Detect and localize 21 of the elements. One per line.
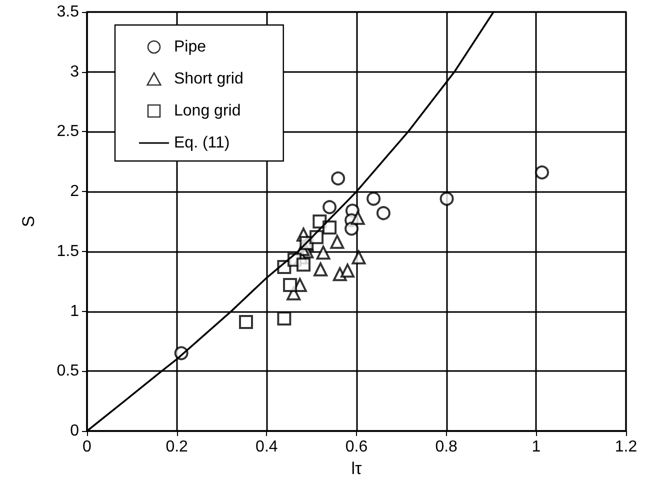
x-tick-label: 0.8 bbox=[435, 438, 458, 456]
legend-label: Long grid bbox=[174, 102, 241, 120]
x-axis-title: lτ bbox=[351, 458, 362, 478]
y-tick-label: 3 bbox=[70, 63, 80, 80]
y-tick-label: 1.5 bbox=[56, 242, 80, 260]
x-tick-label: 1.2 bbox=[614, 438, 638, 456]
y-tick-label: 2.5 bbox=[56, 123, 80, 140]
legend-label: Eq. (11) bbox=[174, 134, 230, 152]
y-tick-label: 3.5 bbox=[56, 4, 80, 20]
y-axis-title: S bbox=[19, 216, 38, 228]
y-tick-label: 0 bbox=[70, 422, 80, 440]
y-tick-label: 2 bbox=[70, 183, 80, 200]
y-tick-label: 1 bbox=[70, 302, 80, 320]
legend-label: Pipe bbox=[174, 38, 206, 56]
x-tick-label: 0 bbox=[82, 438, 92, 456]
y-tick-label: 0.5 bbox=[56, 362, 80, 380]
x-tick-label: 0.2 bbox=[166, 438, 188, 456]
legend-label: Short grid bbox=[174, 70, 244, 88]
x-tick-label: 1 bbox=[532, 438, 541, 456]
x-tick-label: 0.6 bbox=[345, 438, 368, 456]
x-tick-label: 0.4 bbox=[256, 438, 278, 456]
